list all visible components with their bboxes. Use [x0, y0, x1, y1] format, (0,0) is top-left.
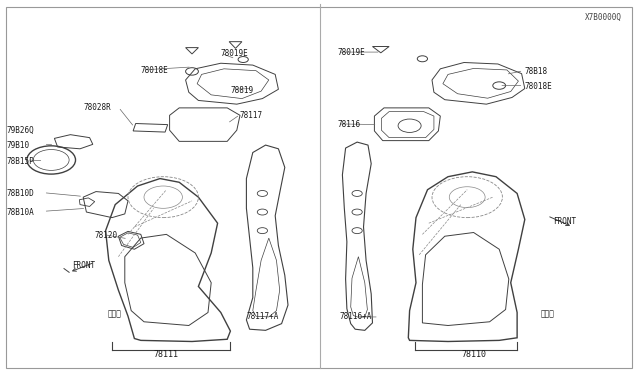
Text: 78117+A: 78117+A: [246, 312, 279, 321]
Text: 78B10A: 78B10A: [6, 208, 34, 217]
Text: 78116+A: 78116+A: [339, 312, 372, 321]
Text: 78019E: 78019E: [221, 49, 248, 58]
Text: 78028R: 78028R: [83, 103, 111, 112]
Text: 79B26Q: 79B26Q: [6, 126, 34, 135]
Text: 78120: 78120: [95, 231, 118, 240]
Text: 78819: 78819: [230, 86, 253, 94]
Text: 78116: 78116: [338, 120, 361, 129]
Text: FRONT: FRONT: [72, 262, 95, 270]
Text: 非装天: 非装天: [108, 310, 122, 319]
Text: 78111: 78111: [154, 350, 179, 359]
Text: 非装売: 非装売: [541, 310, 555, 319]
Text: 78019E: 78019E: [338, 48, 365, 57]
Text: 78B10D: 78B10D: [6, 189, 34, 198]
Text: 78110: 78110: [461, 350, 486, 359]
Text: 78B15P: 78B15P: [6, 157, 34, 166]
Text: X7B0000Q: X7B0000Q: [585, 13, 622, 22]
Text: 78018E: 78018E: [141, 66, 168, 75]
Text: FRONT: FRONT: [554, 217, 577, 226]
Text: 78018E: 78018E: [525, 82, 552, 91]
Text: 79B10: 79B10: [6, 141, 29, 150]
Text: 78117: 78117: [240, 111, 263, 120]
Text: 78B18: 78B18: [525, 67, 548, 76]
